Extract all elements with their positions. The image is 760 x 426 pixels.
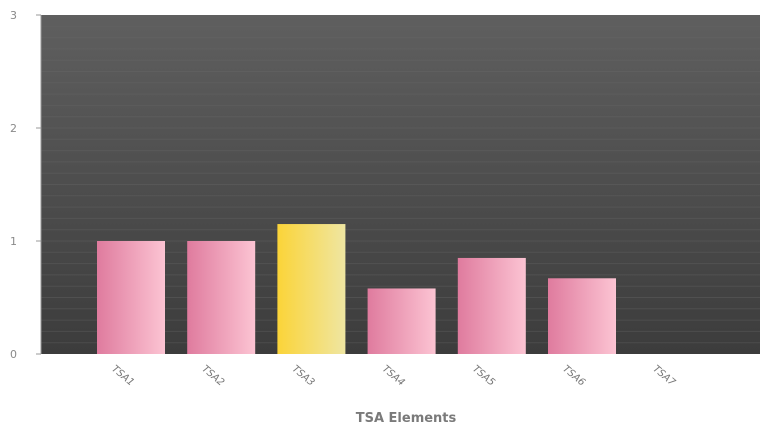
y-axis: 0 1 2 3 xyxy=(10,9,41,361)
y-tick-label: 1 xyxy=(10,235,17,248)
x-tick-label: TSA6 xyxy=(560,364,587,389)
bar-tsa2[interactable] xyxy=(187,241,256,354)
y-tick-label: 2 xyxy=(10,122,17,135)
bar-tsa4[interactable] xyxy=(367,288,436,354)
y-tick-label: 0 xyxy=(10,348,17,361)
bar-tsa6[interactable] xyxy=(548,278,616,354)
bar-tsa5[interactable] xyxy=(457,257,526,354)
x-tick-label: TSA5 xyxy=(470,364,497,389)
x-tick-label: TSA4 xyxy=(380,364,407,389)
x-axis-title: TSA Elements xyxy=(356,411,457,426)
bar-tsa1[interactable] xyxy=(97,241,165,354)
x-tick-label: TSA3 xyxy=(290,364,317,389)
y-tick-label: 3 xyxy=(10,9,17,22)
x-tick-label: TSA2 xyxy=(199,364,226,389)
x-axis: TSA1 TSA2 TSA3 TSA4 TSA5 TSA6 TSA7 xyxy=(109,364,677,389)
bar-tsa3[interactable] xyxy=(277,224,346,354)
x-tick-label: TSA1 xyxy=(109,364,136,389)
bars xyxy=(97,224,616,354)
x-tick-label: TSA7 xyxy=(650,364,677,389)
